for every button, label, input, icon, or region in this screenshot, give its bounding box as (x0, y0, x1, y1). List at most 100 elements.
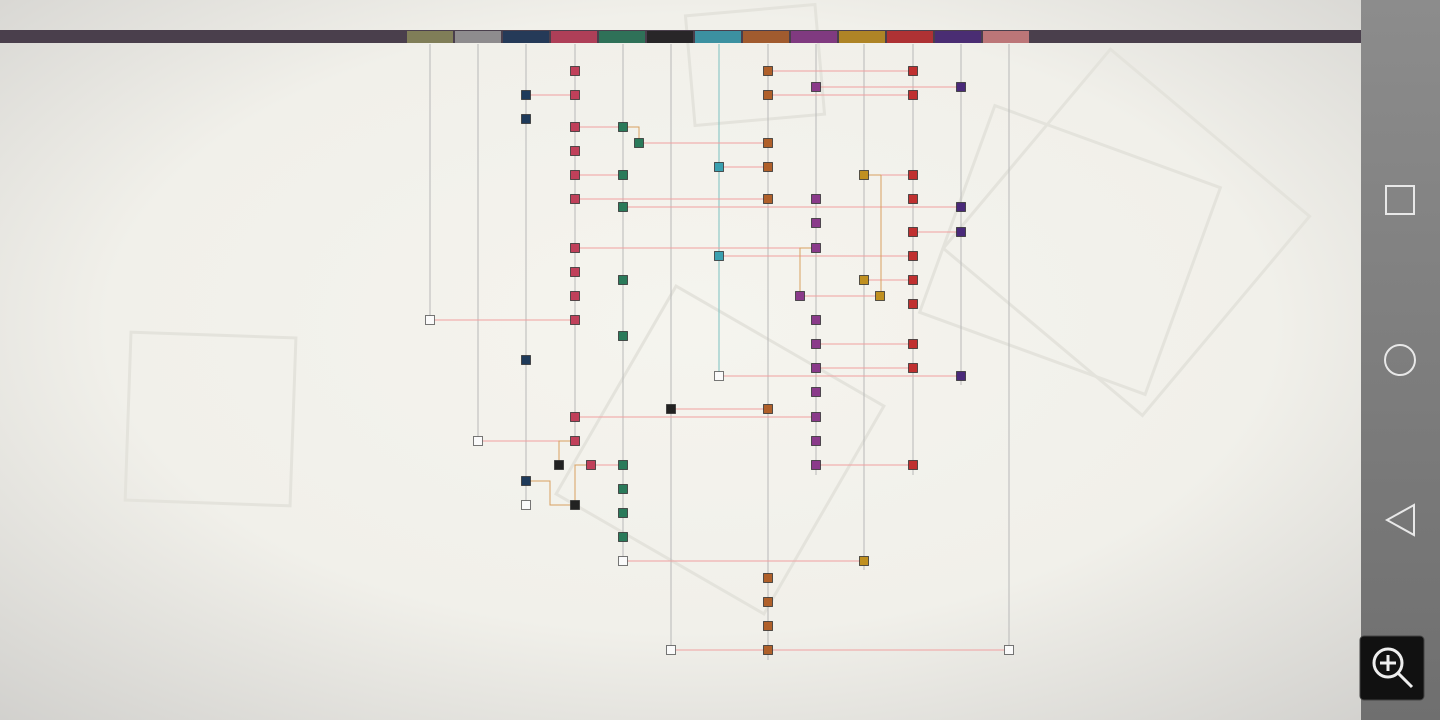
story-node (618, 170, 628, 180)
story-node (714, 251, 724, 261)
story-node (570, 412, 580, 422)
back-button[interactable] (1384, 503, 1415, 537)
story-node (811, 194, 821, 204)
story-node (714, 162, 724, 172)
story-node (811, 243, 821, 253)
story-node (1004, 645, 1014, 655)
character-tab (599, 31, 645, 43)
story-node (763, 194, 773, 204)
story-node (956, 371, 966, 381)
story-node (908, 170, 918, 180)
story-node (570, 291, 580, 301)
system-nav-bar (1361, 0, 1440, 720)
story-node (570, 500, 580, 510)
story-node (521, 500, 531, 510)
story-node (763, 138, 773, 148)
story-node (521, 355, 531, 365)
story-node (875, 291, 885, 301)
story-node (908, 66, 918, 76)
story-node (811, 363, 821, 373)
story-node (618, 275, 628, 285)
story-node (763, 90, 773, 100)
story-node (811, 218, 821, 228)
story-node (618, 331, 628, 341)
story-node (811, 315, 821, 325)
character-tab (455, 31, 501, 43)
story-node (811, 460, 821, 470)
branch-line (526, 126, 882, 506)
story-node (618, 508, 628, 518)
character-tab (743, 31, 789, 43)
story-node (811, 82, 821, 92)
story-node (554, 460, 564, 470)
story-node (570, 170, 580, 180)
story-node (763, 645, 773, 655)
story-node (795, 291, 805, 301)
story-node (473, 436, 483, 446)
story-node (763, 597, 773, 607)
story-node (763, 162, 773, 172)
story-node (859, 275, 869, 285)
story-node (908, 90, 918, 100)
recent-apps-button[interactable] (1385, 185, 1415, 215)
character-tab (791, 31, 837, 43)
story-node (586, 460, 596, 470)
story-node (570, 315, 580, 325)
story-node (521, 90, 531, 100)
story-node (714, 371, 724, 381)
story-node (811, 412, 821, 422)
character-tab (695, 31, 741, 43)
story-node (908, 227, 918, 237)
character-tab (887, 31, 933, 43)
story-node (763, 573, 773, 583)
story-node (666, 645, 676, 655)
story-node (859, 170, 869, 180)
story-node (570, 194, 580, 204)
route-map (0, 2, 1361, 660)
character-tab (839, 31, 885, 43)
story-node (521, 114, 531, 124)
story-node (570, 90, 580, 100)
story-node (763, 66, 773, 76)
story-node (618, 556, 628, 566)
zoom-button[interactable] (1359, 635, 1425, 701)
story-node (908, 275, 918, 285)
story-node (634, 138, 644, 148)
story-node (811, 387, 821, 397)
story-node (908, 194, 918, 204)
story-node (570, 66, 580, 76)
story-node (618, 122, 628, 132)
story-node (618, 532, 628, 542)
story-node (570, 267, 580, 277)
story-node (570, 122, 580, 132)
story-node (811, 436, 821, 446)
story-node (908, 363, 918, 373)
story-node (570, 146, 580, 156)
character-tab (503, 31, 549, 43)
character-tab (983, 31, 1029, 43)
story-node (908, 299, 918, 309)
character-tab (551, 31, 597, 43)
home-button[interactable] (1384, 344, 1416, 376)
character-tab (407, 31, 453, 43)
story-node (570, 436, 580, 446)
story-node (908, 460, 918, 470)
story-node (618, 202, 628, 212)
story-node (425, 315, 435, 325)
story-node (666, 404, 676, 414)
story-node (956, 202, 966, 212)
story-node (618, 460, 628, 470)
story-node (763, 404, 773, 414)
story-node (859, 556, 869, 566)
story-node (570, 243, 580, 253)
nav-icons (1384, 185, 1416, 537)
character-tab (935, 31, 981, 43)
story-node (956, 227, 966, 237)
story-node (956, 82, 966, 92)
story-node (521, 476, 531, 486)
story-node (908, 251, 918, 261)
character-tab (647, 31, 693, 43)
story-node (618, 484, 628, 494)
background-shapes (123, 2, 1312, 616)
